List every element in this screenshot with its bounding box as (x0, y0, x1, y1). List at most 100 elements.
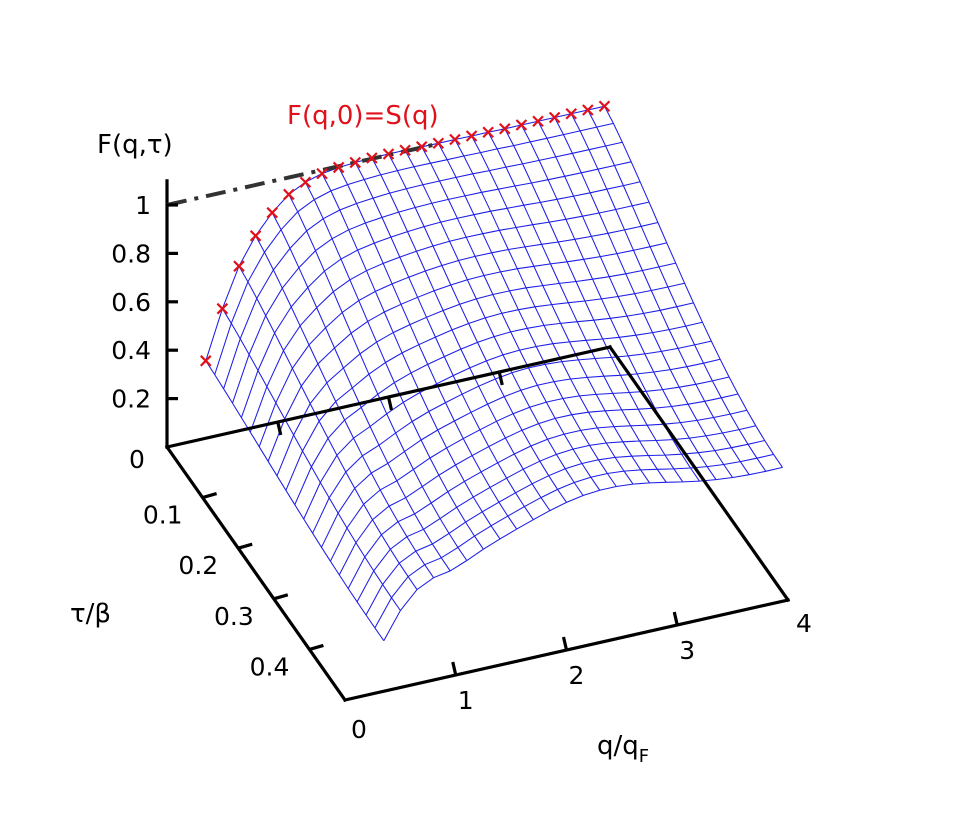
sq-marker (249, 230, 262, 242)
mesh-line-const-q (371, 157, 551, 511)
mesh-line-const-tau (240, 181, 641, 418)
z-tick-label: 0.8 (111, 239, 151, 268)
mesh-line-const-q (554, 117, 734, 478)
sq-marker-stroke (283, 188, 295, 201)
z-tick-label: 0 (129, 445, 145, 474)
sq-marker-stroke (598, 100, 611, 113)
mesh-line-const-tau (383, 466, 783, 641)
mesh-line-const-tau (285, 282, 685, 491)
sq-marker-stroke (582, 104, 594, 116)
tau-tick-label: 0.1 (143, 501, 183, 530)
q-tick-back (497, 371, 504, 386)
sq-marker-stroke (332, 161, 345, 174)
sq-marker-stroke (432, 137, 445, 150)
sq-marker-stroke (465, 130, 478, 142)
mesh-line-const-tau (347, 409, 748, 589)
q-axis-title-subscript: F (639, 746, 649, 767)
sq-marker-stroke (366, 152, 378, 164)
sq-marker-stroke (499, 122, 511, 135)
sq-marker-stroke (316, 167, 328, 180)
sq-marker (582, 104, 594, 116)
sq-marker (548, 111, 561, 124)
q-tick (451, 661, 458, 676)
mesh-line-const-q (321, 173, 501, 540)
tau-axis-far-edge (607, 344, 791, 603)
mesh-line-const-q (421, 146, 601, 491)
sq-marker-stroke (449, 133, 461, 146)
mesh-line-const-q (487, 132, 667, 483)
sq-marker-stroke (216, 302, 229, 315)
tau-axis (164, 444, 348, 703)
annotation-fq0-sq: F(q,0)=S(q) (287, 101, 439, 131)
sq-marker (399, 144, 411, 157)
mesh-line-const-tau (312, 340, 712, 534)
mesh-line-const-tau (223, 141, 623, 389)
labels: 0.2 0.4 0.6 0.8 1 0 0.1 0.2 0.3 0.4 0 1 2 3 4 F(q,τ) τ/β… (70, 101, 812, 767)
sq-marker-stroke (382, 148, 395, 160)
sq-marker (449, 133, 461, 146)
sq-marker-stroke (266, 206, 278, 219)
mesh-line-const-q (354, 162, 534, 520)
mesh-line-const-tau (356, 425, 756, 603)
q-tick-label: 0 (351, 715, 367, 744)
sq-marker (499, 122, 511, 135)
sq-marker-stroke (199, 355, 212, 367)
sq-marker (382, 148, 395, 160)
q-tick-label: 4 (796, 609, 812, 638)
mesh-line-const-q (338, 167, 518, 530)
mesh-line-const-q (288, 194, 468, 561)
z-tick-label: 0.2 (111, 385, 151, 414)
q-tick (561, 636, 569, 651)
tau-tick-label: 0.3 (214, 602, 254, 631)
q-tick-label: 1 (458, 686, 474, 715)
z-tick-label: 0.4 (111, 336, 151, 365)
mesh-line-const-q (520, 124, 700, 482)
tau-tick (308, 643, 324, 651)
sq-marker (432, 137, 445, 150)
mesh-line-const-tau (232, 161, 632, 404)
mesh-line-const-q (388, 153, 567, 503)
q-tick-label: 3 (679, 636, 695, 665)
axes (164, 141, 791, 703)
sq-marker (233, 260, 245, 272)
sq-marker (216, 302, 229, 315)
q-tick (672, 611, 679, 626)
sq-marker (598, 100, 611, 113)
mesh-line-const-q (471, 135, 651, 484)
tau-axis-title: τ/β (70, 599, 111, 629)
sq-marker-stroke (249, 230, 262, 242)
mesh-line-const-tau (329, 376, 730, 562)
tau-tick (202, 492, 218, 500)
sq-marker (565, 107, 578, 120)
mesh-line-const-tau (294, 302, 694, 505)
sq-marker (266, 206, 278, 219)
sq-marker-stroke (515, 119, 528, 131)
tau-tick-label: 0.2 (178, 551, 218, 580)
mesh-line-const-tau (321, 358, 721, 548)
mesh-line-const-tau (214, 122, 614, 375)
sq-marker-stroke (482, 126, 494, 139)
sq-marker-stroke (399, 144, 411, 157)
z-tick-label: 1 (135, 191, 151, 220)
q-tick-label: 2 (569, 661, 585, 690)
mesh-line-const-tau (374, 453, 774, 629)
mesh-line-const-tau (258, 221, 659, 447)
mesh-line-const-tau (276, 262, 676, 476)
sq-marker-stroke (532, 115, 544, 128)
tau-tick-label: 0.4 (250, 652, 290, 681)
sq-marker (283, 188, 295, 201)
mesh-line-const-tau (249, 201, 650, 433)
sq-marker (515, 119, 528, 131)
sq-marker (199, 355, 212, 367)
q-axis-title-main: q/q (597, 731, 639, 761)
z-tick-label: 0.6 (111, 288, 151, 317)
sq-markers (199, 100, 611, 367)
mesh-line-const-tau (303, 321, 703, 520)
reference-line-z1 (166, 141, 439, 207)
mesh-line-const-tau (338, 393, 739, 576)
sq-marker-stroke (349, 156, 362, 169)
q-tick-back (276, 421, 283, 436)
mesh-line-const-tau (365, 439, 765, 616)
tau-tick (237, 542, 253, 550)
q-axis-title: q/qF (597, 731, 649, 767)
